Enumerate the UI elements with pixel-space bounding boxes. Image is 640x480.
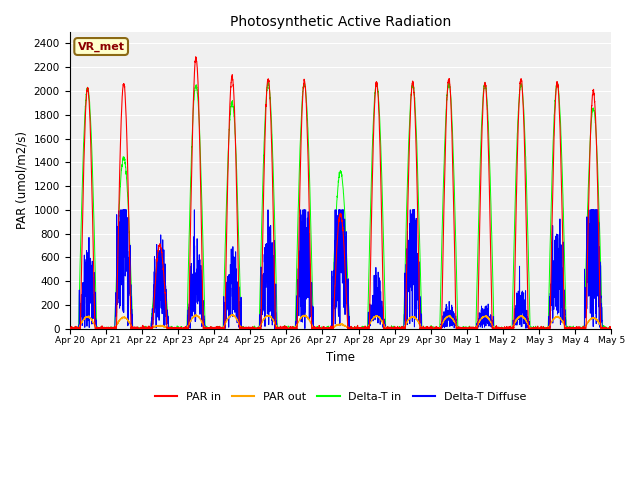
PAR out [462,326,470,332]
Text: VR_met: VR_met [77,41,125,52]
Delta-T in [432,326,440,332]
Delta-T Diffuse [462,326,470,332]
Delta-T Diffuse [493,326,500,332]
Delta-T Diffuse [66,326,74,332]
PAR in [493,326,500,332]
Delta-T in [493,326,500,332]
Y-axis label: PAR (umol/m2/s): PAR (umol/m2/s) [15,131,28,229]
Delta-T in [163,301,171,307]
PAR in [607,326,615,332]
PAR out [493,326,500,332]
Line: PAR out: PAR out [70,314,611,329]
PAR in [66,326,74,332]
PAR out [228,312,236,317]
Legend: PAR in, PAR out, Delta-T in, Delta-T Diffuse: PAR in, PAR out, Delta-T in, Delta-T Dif… [150,387,531,406]
PAR out [607,325,614,331]
Delta-T in [607,326,615,332]
PAR out [163,325,171,331]
Delta-T in [66,326,74,332]
PAR out [432,326,440,332]
Delta-T Diffuse [163,321,171,327]
Delta-T Diffuse [607,326,614,332]
Delta-T in [462,326,470,332]
Line: Delta-T in: Delta-T in [70,82,611,329]
PAR in [192,54,200,60]
PAR in [607,325,614,331]
Title: Photosynthetic Active Radiation: Photosynthetic Active Radiation [230,15,451,29]
Delta-T Diffuse [607,326,615,332]
Delta-T Diffuse [321,326,328,332]
PAR out [66,326,74,332]
X-axis label: Time: Time [326,351,355,364]
Delta-T Diffuse [117,207,125,213]
Delta-T in [607,326,614,332]
PAR in [321,324,328,330]
PAR in [462,325,470,331]
Delta-T in [320,326,328,332]
PAR out [607,326,615,332]
PAR out [321,326,328,332]
Delta-T Diffuse [432,326,440,332]
Delta-T in [372,79,380,85]
PAR in [163,323,171,328]
Line: PAR in: PAR in [70,57,611,329]
PAR in [432,325,440,331]
Line: Delta-T Diffuse: Delta-T Diffuse [70,210,611,329]
